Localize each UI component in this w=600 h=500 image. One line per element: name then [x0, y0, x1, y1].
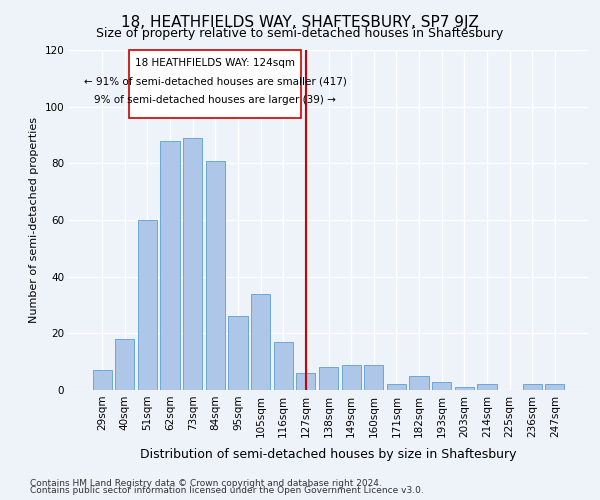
Bar: [251, 294, 270, 390]
Bar: [92, 370, 112, 390]
Bar: [274, 342, 293, 390]
Bar: [296, 373, 316, 390]
Bar: [455, 387, 474, 390]
Text: 9% of semi-detached houses are larger (39) →: 9% of semi-detached houses are larger (3…: [94, 94, 336, 104]
X-axis label: Distribution of semi-detached houses by size in Shaftesbury: Distribution of semi-detached houses by …: [140, 448, 517, 461]
Y-axis label: Number of semi-detached properties: Number of semi-detached properties: [29, 117, 39, 323]
Bar: [138, 220, 157, 390]
Bar: [183, 138, 202, 390]
Text: Contains HM Land Registry data © Crown copyright and database right 2024.: Contains HM Land Registry data © Crown c…: [30, 478, 382, 488]
Bar: [545, 384, 565, 390]
Text: Contains public sector information licensed under the Open Government Licence v3: Contains public sector information licen…: [30, 486, 424, 495]
Text: 18, HEATHFIELDS WAY, SHAFTESBURY, SP7 9JZ: 18, HEATHFIELDS WAY, SHAFTESBURY, SP7 9J…: [121, 15, 479, 30]
Bar: [523, 384, 542, 390]
Bar: [477, 384, 497, 390]
Text: ← 91% of semi-detached houses are smaller (417): ← 91% of semi-detached houses are smalle…: [84, 76, 347, 86]
FancyBboxPatch shape: [130, 50, 301, 118]
Bar: [409, 376, 428, 390]
Bar: [229, 316, 248, 390]
Bar: [319, 368, 338, 390]
Bar: [115, 339, 134, 390]
Text: 18 HEATHFIELDS WAY: 124sqm: 18 HEATHFIELDS WAY: 124sqm: [136, 58, 295, 68]
Bar: [341, 364, 361, 390]
Bar: [206, 160, 225, 390]
Bar: [364, 364, 383, 390]
Bar: [432, 382, 451, 390]
Text: Size of property relative to semi-detached houses in Shaftesbury: Size of property relative to semi-detach…: [97, 28, 503, 40]
Bar: [160, 140, 180, 390]
Bar: [387, 384, 406, 390]
